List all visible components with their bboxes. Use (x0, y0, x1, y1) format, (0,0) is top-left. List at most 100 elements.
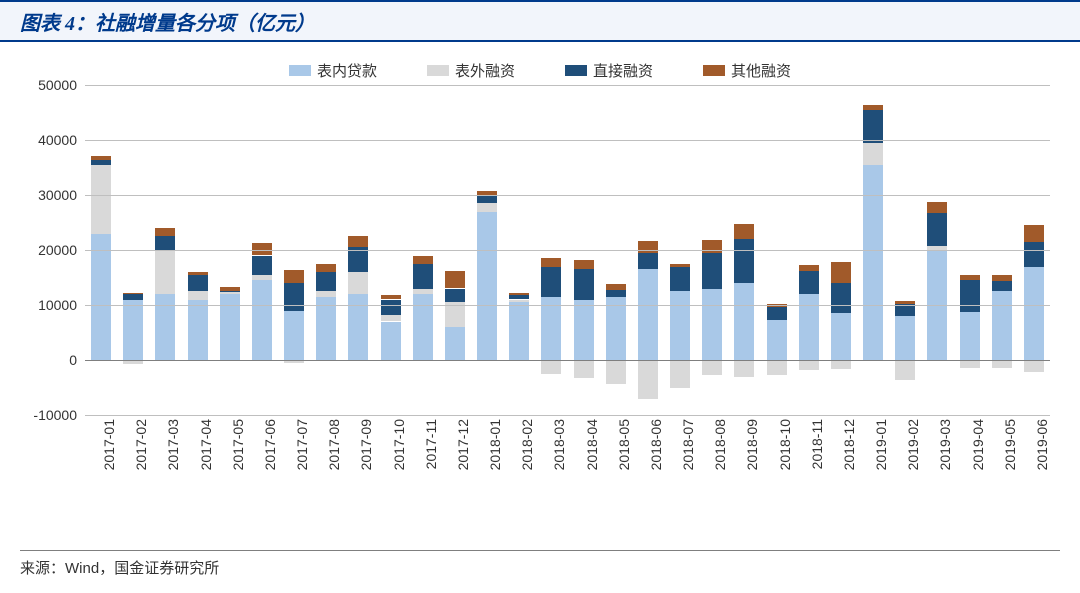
bar-seg-other (799, 265, 819, 271)
gridline (85, 195, 1050, 196)
x-tick-label: 2017-12 (455, 419, 471, 470)
bar-seg-direct (413, 264, 433, 289)
bar-seg-off_balance (541, 360, 561, 374)
bar-seg-on_balance (91, 234, 111, 361)
bar-seg-other (413, 256, 433, 264)
legend-item-off_balance: 表外融资 (427, 60, 515, 81)
bar-seg-on_balance (1024, 267, 1044, 361)
bar-seg-on_balance (702, 289, 722, 361)
bar-seg-on_balance (767, 320, 787, 360)
bar-seg-other (123, 293, 143, 294)
bar-seg-off_balance (895, 360, 915, 380)
bar-seg-other (670, 264, 690, 267)
bar-seg-off_balance (960, 360, 980, 368)
bar-seg-on_balance (284, 311, 304, 361)
bar-seg-off_balance (863, 143, 883, 165)
bar-seg-off_balance (381, 315, 401, 322)
legend-swatch (703, 65, 725, 76)
legend-swatch (565, 65, 587, 76)
x-tick-label: 2019-04 (970, 419, 986, 470)
bar-seg-on_balance (992, 291, 1012, 360)
x-tick-label: 2017-07 (294, 419, 310, 470)
legend-item-on_balance: 表内贷款 (289, 60, 377, 81)
bar-seg-off_balance (670, 360, 690, 388)
legend-item-other: 其他融资 (703, 60, 791, 81)
x-tick-label: 2017-11 (423, 419, 439, 469)
bar-seg-direct (638, 253, 658, 270)
bar-seg-direct (316, 272, 336, 291)
bar-seg-on_balance (960, 312, 980, 360)
y-tick-label: 50000 (38, 77, 77, 93)
bar-seg-other (734, 224, 754, 239)
x-tick-label: 2017-10 (391, 419, 407, 470)
x-tick-label: 2018-09 (744, 419, 760, 470)
bar-seg-direct (606, 290, 626, 297)
bar-seg-direct (123, 294, 143, 300)
x-axis-labels: 2017-012017-022017-032017-042017-052017-… (85, 415, 1050, 515)
bar-seg-on_balance (445, 327, 465, 360)
y-tick-label: 30000 (38, 187, 77, 203)
gridline (85, 360, 1050, 361)
bar-seg-on_balance (477, 212, 497, 361)
bar-seg-direct (445, 289, 465, 303)
y-tick-label: 20000 (38, 242, 77, 258)
bar-seg-direct (91, 160, 111, 164)
legend-label: 直接融资 (593, 60, 653, 81)
bar-seg-on_balance (123, 300, 143, 361)
bar-seg-direct (509, 295, 529, 299)
bar-seg-off_balance (91, 165, 111, 234)
bar-seg-other (831, 262, 851, 283)
chart-title-bar: 图表 4：社融增量各分项（亿元） (0, 0, 1080, 42)
bar-seg-direct (1024, 242, 1044, 267)
x-tick-label: 2018-10 (777, 419, 793, 470)
bar-seg-direct (767, 307, 787, 321)
bar-seg-off_balance (734, 360, 754, 377)
plot-area: -1000001000020000300004000050000 (85, 85, 1050, 415)
bar-seg-direct (252, 256, 272, 275)
bar-seg-direct (992, 281, 1012, 291)
bar-seg-other (927, 202, 947, 213)
x-tick-label: 2019-06 (1034, 419, 1050, 470)
bar-seg-direct (831, 283, 851, 313)
bar-seg-other (992, 275, 1012, 282)
bar-seg-on_balance (734, 283, 754, 360)
bar-seg-off_balance (252, 275, 272, 281)
bar-seg-off_balance (638, 360, 658, 399)
bar-seg-off_balance (509, 300, 529, 303)
source-label: 来源： (20, 561, 65, 577)
chart-title: 图表 4：社融增量各分项（亿元） (20, 7, 315, 36)
bar-seg-other (895, 301, 915, 304)
y-tick-label: 0 (69, 352, 77, 368)
bar-seg-off_balance (831, 360, 851, 369)
bar-seg-direct (477, 195, 497, 203)
x-tick-label: 2019-05 (1002, 419, 1018, 470)
x-tick-label: 2017-03 (165, 419, 181, 470)
y-tick-label: 10000 (38, 297, 77, 313)
bar-seg-off_balance (155, 250, 175, 294)
bar-seg-on_balance (638, 269, 658, 360)
bar-seg-other (960, 275, 980, 279)
x-tick-label: 2017-01 (101, 419, 117, 470)
x-tick-label: 2019-03 (937, 419, 953, 470)
y-tick-label: -10000 (33, 407, 77, 423)
bar-seg-off_balance (702, 360, 722, 375)
bar-seg-on_balance (155, 294, 175, 360)
bar-seg-on_balance (252, 280, 272, 360)
bar-seg-other (863, 105, 883, 109)
x-tick-label: 2017-09 (358, 419, 374, 470)
bar-seg-on_balance (670, 291, 690, 360)
legend-item-direct: 直接融资 (565, 60, 653, 81)
legend-swatch (289, 65, 311, 76)
bar-seg-other (381, 295, 401, 299)
x-tick-label: 2017-05 (230, 419, 246, 470)
bar-seg-direct (541, 267, 561, 297)
bar-seg-direct (799, 271, 819, 294)
gridline (85, 250, 1050, 251)
bar-seg-off_balance (348, 272, 368, 294)
bar-seg-other (445, 271, 465, 289)
bar-seg-other (284, 270, 304, 283)
bar-seg-other (1024, 225, 1044, 242)
bar-seg-on_balance (188, 300, 208, 361)
gridline (85, 140, 1050, 141)
bar-seg-direct (574, 269, 594, 299)
